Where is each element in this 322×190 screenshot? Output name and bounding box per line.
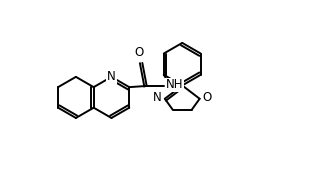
Text: O: O <box>135 46 144 59</box>
Text: NH: NH <box>166 78 184 91</box>
Text: O: O <box>203 91 212 104</box>
Text: N: N <box>107 70 116 83</box>
Text: N: N <box>153 91 162 104</box>
